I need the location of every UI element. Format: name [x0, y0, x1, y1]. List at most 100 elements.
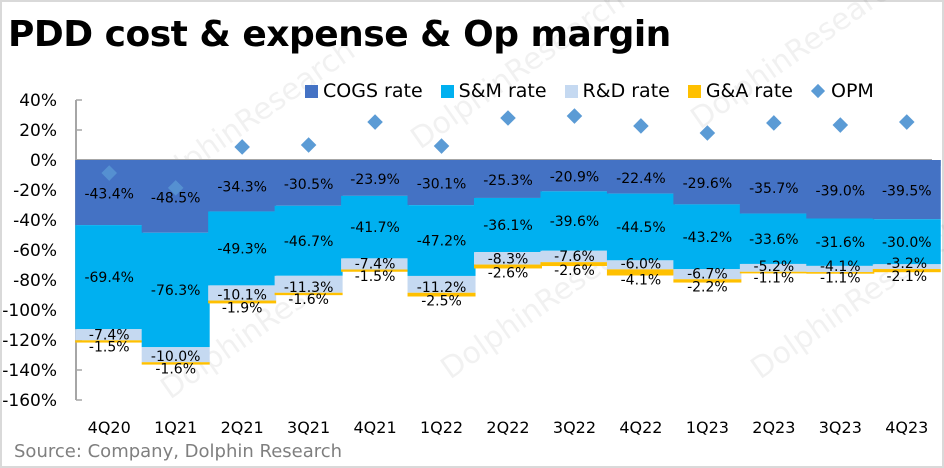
- data-label-rd: -7.4%: [355, 257, 396, 273]
- bar-cogs-2Q23: [739, 160, 808, 214]
- bar-sm-3Q23: [806, 218, 875, 266]
- bar-cogs-1Q21: [141, 160, 210, 233]
- bar-sm-2Q22: [474, 197, 542, 253]
- legend-label-opm: OPM: [831, 80, 874, 102]
- opm-point-3Q21: [300, 137, 317, 153]
- x-axis-labels: 4Q20 1Q21 2Q21 3Q21 4Q21 1Q22 2Q22 3Q22 4Q22 1Q23…: [88, 418, 929, 437]
- bar-ga-1Q23: [673, 279, 742, 283]
- bar-cogs-4Q22: [606, 160, 675, 194]
- legend-label-rd: R&D rate: [582, 80, 670, 102]
- bar-ga-1Q21: [141, 362, 210, 365]
- y-tick-label: -60%: [13, 241, 57, 261]
- bar-cogs-2Q21: [208, 160, 277, 212]
- x-tick-label: 2Q21: [221, 418, 264, 437]
- bar-rd-1Q21: [141, 347, 210, 363]
- data-label-rd: -7.6%: [554, 249, 595, 265]
- data-label-cogs: -30.5%: [284, 177, 334, 193]
- data-label-sm: -69.4%: [84, 270, 134, 286]
- x-tick-label: 1Q21: [154, 418, 197, 437]
- bar-sm-4Q21: [341, 195, 410, 259]
- bar-ga-2Q22: [474, 264, 542, 269]
- opm-point-3Q23: [832, 117, 849, 133]
- bar-sm-4Q20: [75, 225, 144, 330]
- bar-cogs-1Q22: [407, 160, 476, 206]
- legend-label-cogs: COGS rate: [323, 80, 423, 102]
- bar-rd-1Q22: [407, 275, 476, 293]
- data-label-sm: -47.2%: [417, 234, 467, 250]
- data-label-cogs: -20.9%: [550, 170, 600, 186]
- data-label-ga: -2.6%: [488, 265, 529, 281]
- legend-diamond-icon: [810, 83, 826, 99]
- opm-point-1Q21: [167, 180, 184, 196]
- bar-sm-3Q22: [540, 191, 609, 251]
- data-label-sm: -33.6%: [749, 232, 799, 248]
- bar-sm-2Q23: [739, 213, 808, 264]
- bar-sm-4Q23: [872, 219, 941, 265]
- data-label-cogs: -43.4%: [84, 187, 134, 203]
- data-label-rd: -5.2%: [754, 259, 795, 275]
- data-label-sm: -44.5%: [616, 220, 666, 236]
- data-label-cogs: -35.7%: [749, 181, 799, 197]
- x-tick-label: 3Q22: [553, 418, 596, 437]
- y-tick-label: -20%: [13, 181, 57, 201]
- x-tick-label: 3Q21: [287, 418, 330, 437]
- data-label-sm: -43.2%: [683, 230, 733, 246]
- data-label-cogs: -29.6%: [683, 176, 733, 192]
- x-tick-label: 1Q23: [686, 418, 729, 437]
- x-tick-label: 4Q23: [885, 418, 928, 437]
- x-tick-label: 1Q22: [420, 418, 463, 437]
- x-tick-label: 2Q23: [752, 418, 795, 437]
- x-tick-label: 4Q21: [354, 418, 397, 437]
- opm-point-2Q21: [234, 139, 250, 155]
- data-label-rd: -4.1%: [820, 259, 861, 275]
- data-label-rd: -11.2%: [417, 280, 467, 296]
- bar-ga-2Q23: [739, 271, 808, 274]
- data-label-cogs: -39.5%: [882, 184, 932, 200]
- bar-ga-3Q22: [540, 262, 609, 267]
- y-tick-label: 20%: [19, 121, 57, 141]
- legend-item-rd: R&D rate: [564, 80, 670, 102]
- bar-cogs-3Q21: [274, 160, 343, 206]
- legend-swatch-sm: [440, 84, 454, 98]
- bar-ga-3Q21: [274, 292, 343, 296]
- y-tick-label: 0%: [30, 151, 57, 171]
- bar-rd-3Q21: [274, 275, 343, 293]
- data-label-rd: -10.0%: [151, 349, 201, 365]
- legend-swatch-cogs: [305, 84, 318, 98]
- bars-layer: [75, 160, 941, 365]
- opm-point-4Q21: [367, 114, 383, 130]
- data-label-ga: -1.1%: [820, 271, 861, 287]
- data-label-ga: -2.6%: [554, 263, 595, 279]
- opm-point-2Q23: [766, 115, 782, 131]
- y-tick-label: -80%: [13, 271, 57, 291]
- data-label-ga: -4.1%: [621, 273, 662, 289]
- chart-title: PDD cost & expense & Op margin: [8, 14, 671, 55]
- legend: COGS rate S&M rate R&D rate G&A rate OPM: [305, 80, 874, 102]
- x-tick-label: 4Q22: [619, 418, 662, 437]
- y-tick-label: -40%: [13, 211, 57, 231]
- data-label-rd: -11.3%: [284, 280, 334, 296]
- bar-rd-3Q23: [806, 265, 875, 273]
- data-label-sm: -31.6%: [816, 235, 866, 251]
- y-tick-label: -140%: [2, 361, 57, 381]
- opm-point-4Q22: [633, 118, 649, 134]
- data-label-cogs: -23.9%: [350, 172, 400, 188]
- legend-item-sm: S&M rate: [440, 80, 547, 102]
- bar-sm-4Q22: [606, 193, 675, 261]
- bar-rd-3Q22: [540, 250, 609, 263]
- data-label-cogs: -25.3%: [483, 173, 533, 189]
- data-label-ga: -1.1%: [754, 270, 795, 286]
- bar-cogs-1Q23: [673, 160, 742, 205]
- data-label-cogs: -34.3%: [217, 180, 267, 196]
- bar-sm-1Q22: [407, 205, 476, 276]
- bar-ga-1Q22: [407, 292, 476, 297]
- data-labels-layer: -43.4%-69.4%-7.4%-1.5%-48.5%-76.3%-10.0%…: [84, 170, 931, 378]
- opm-point-3Q22: [566, 108, 583, 124]
- bar-cogs-4Q21: [341, 160, 410, 196]
- bar-cogs-2Q22: [474, 160, 542, 198]
- opm-point-1Q22: [433, 138, 450, 154]
- bar-rd-2Q21: [208, 285, 277, 301]
- bar-ga-3Q23: [806, 272, 875, 274]
- opm-point-4Q23: [898, 114, 915, 130]
- bar-ga-2Q21: [208, 300, 277, 304]
